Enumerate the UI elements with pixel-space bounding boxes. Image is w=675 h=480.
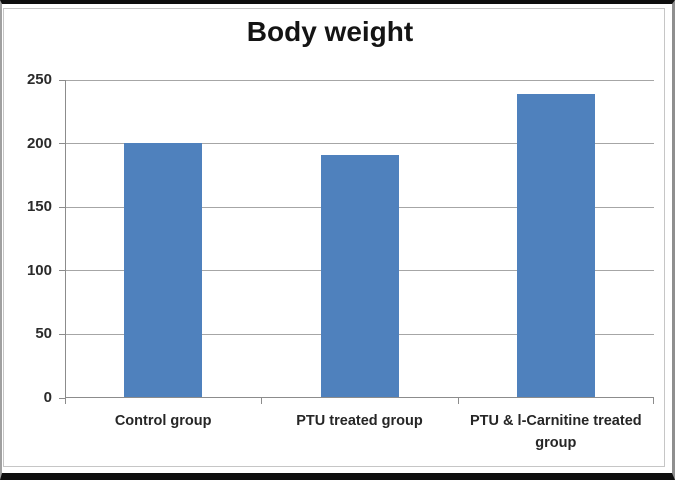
x-tick-mark bbox=[261, 398, 263, 404]
y-tick-mark bbox=[59, 143, 65, 145]
bar-3 bbox=[516, 94, 595, 397]
chart-title: Body weight bbox=[246, 16, 414, 47]
gridline bbox=[66, 79, 654, 81]
x-category-label: PTU treated group bbox=[296, 413, 423, 429]
y-tick-mark bbox=[59, 79, 65, 81]
y-tick-label: 0 bbox=[43, 389, 52, 406]
x-tick-mark bbox=[653, 398, 654, 404]
y-tick-label: 200 bbox=[26, 134, 52, 152]
x-category-label: Control group bbox=[114, 413, 212, 429]
y-tick-label: 100 bbox=[26, 261, 52, 279]
x-tick-mark bbox=[457, 398, 459, 404]
bar-2 bbox=[320, 155, 399, 397]
y-tick-mark bbox=[59, 333, 65, 335]
bar-1 bbox=[124, 142, 203, 397]
x-category-label: PTU & l-Carnitine treated group bbox=[470, 413, 642, 451]
y-tick-mark bbox=[59, 397, 65, 399]
gridline bbox=[66, 143, 654, 145]
plot-area bbox=[65, 79, 654, 398]
x-tick-mark bbox=[65, 398, 66, 404]
y-tick-label: 250 bbox=[26, 71, 52, 88]
y-tick-label: 50 bbox=[35, 325, 52, 343]
y-tick-mark bbox=[59, 206, 65, 208]
y-tick-mark bbox=[59, 270, 65, 272]
y-tick-label: 150 bbox=[26, 198, 52, 216]
